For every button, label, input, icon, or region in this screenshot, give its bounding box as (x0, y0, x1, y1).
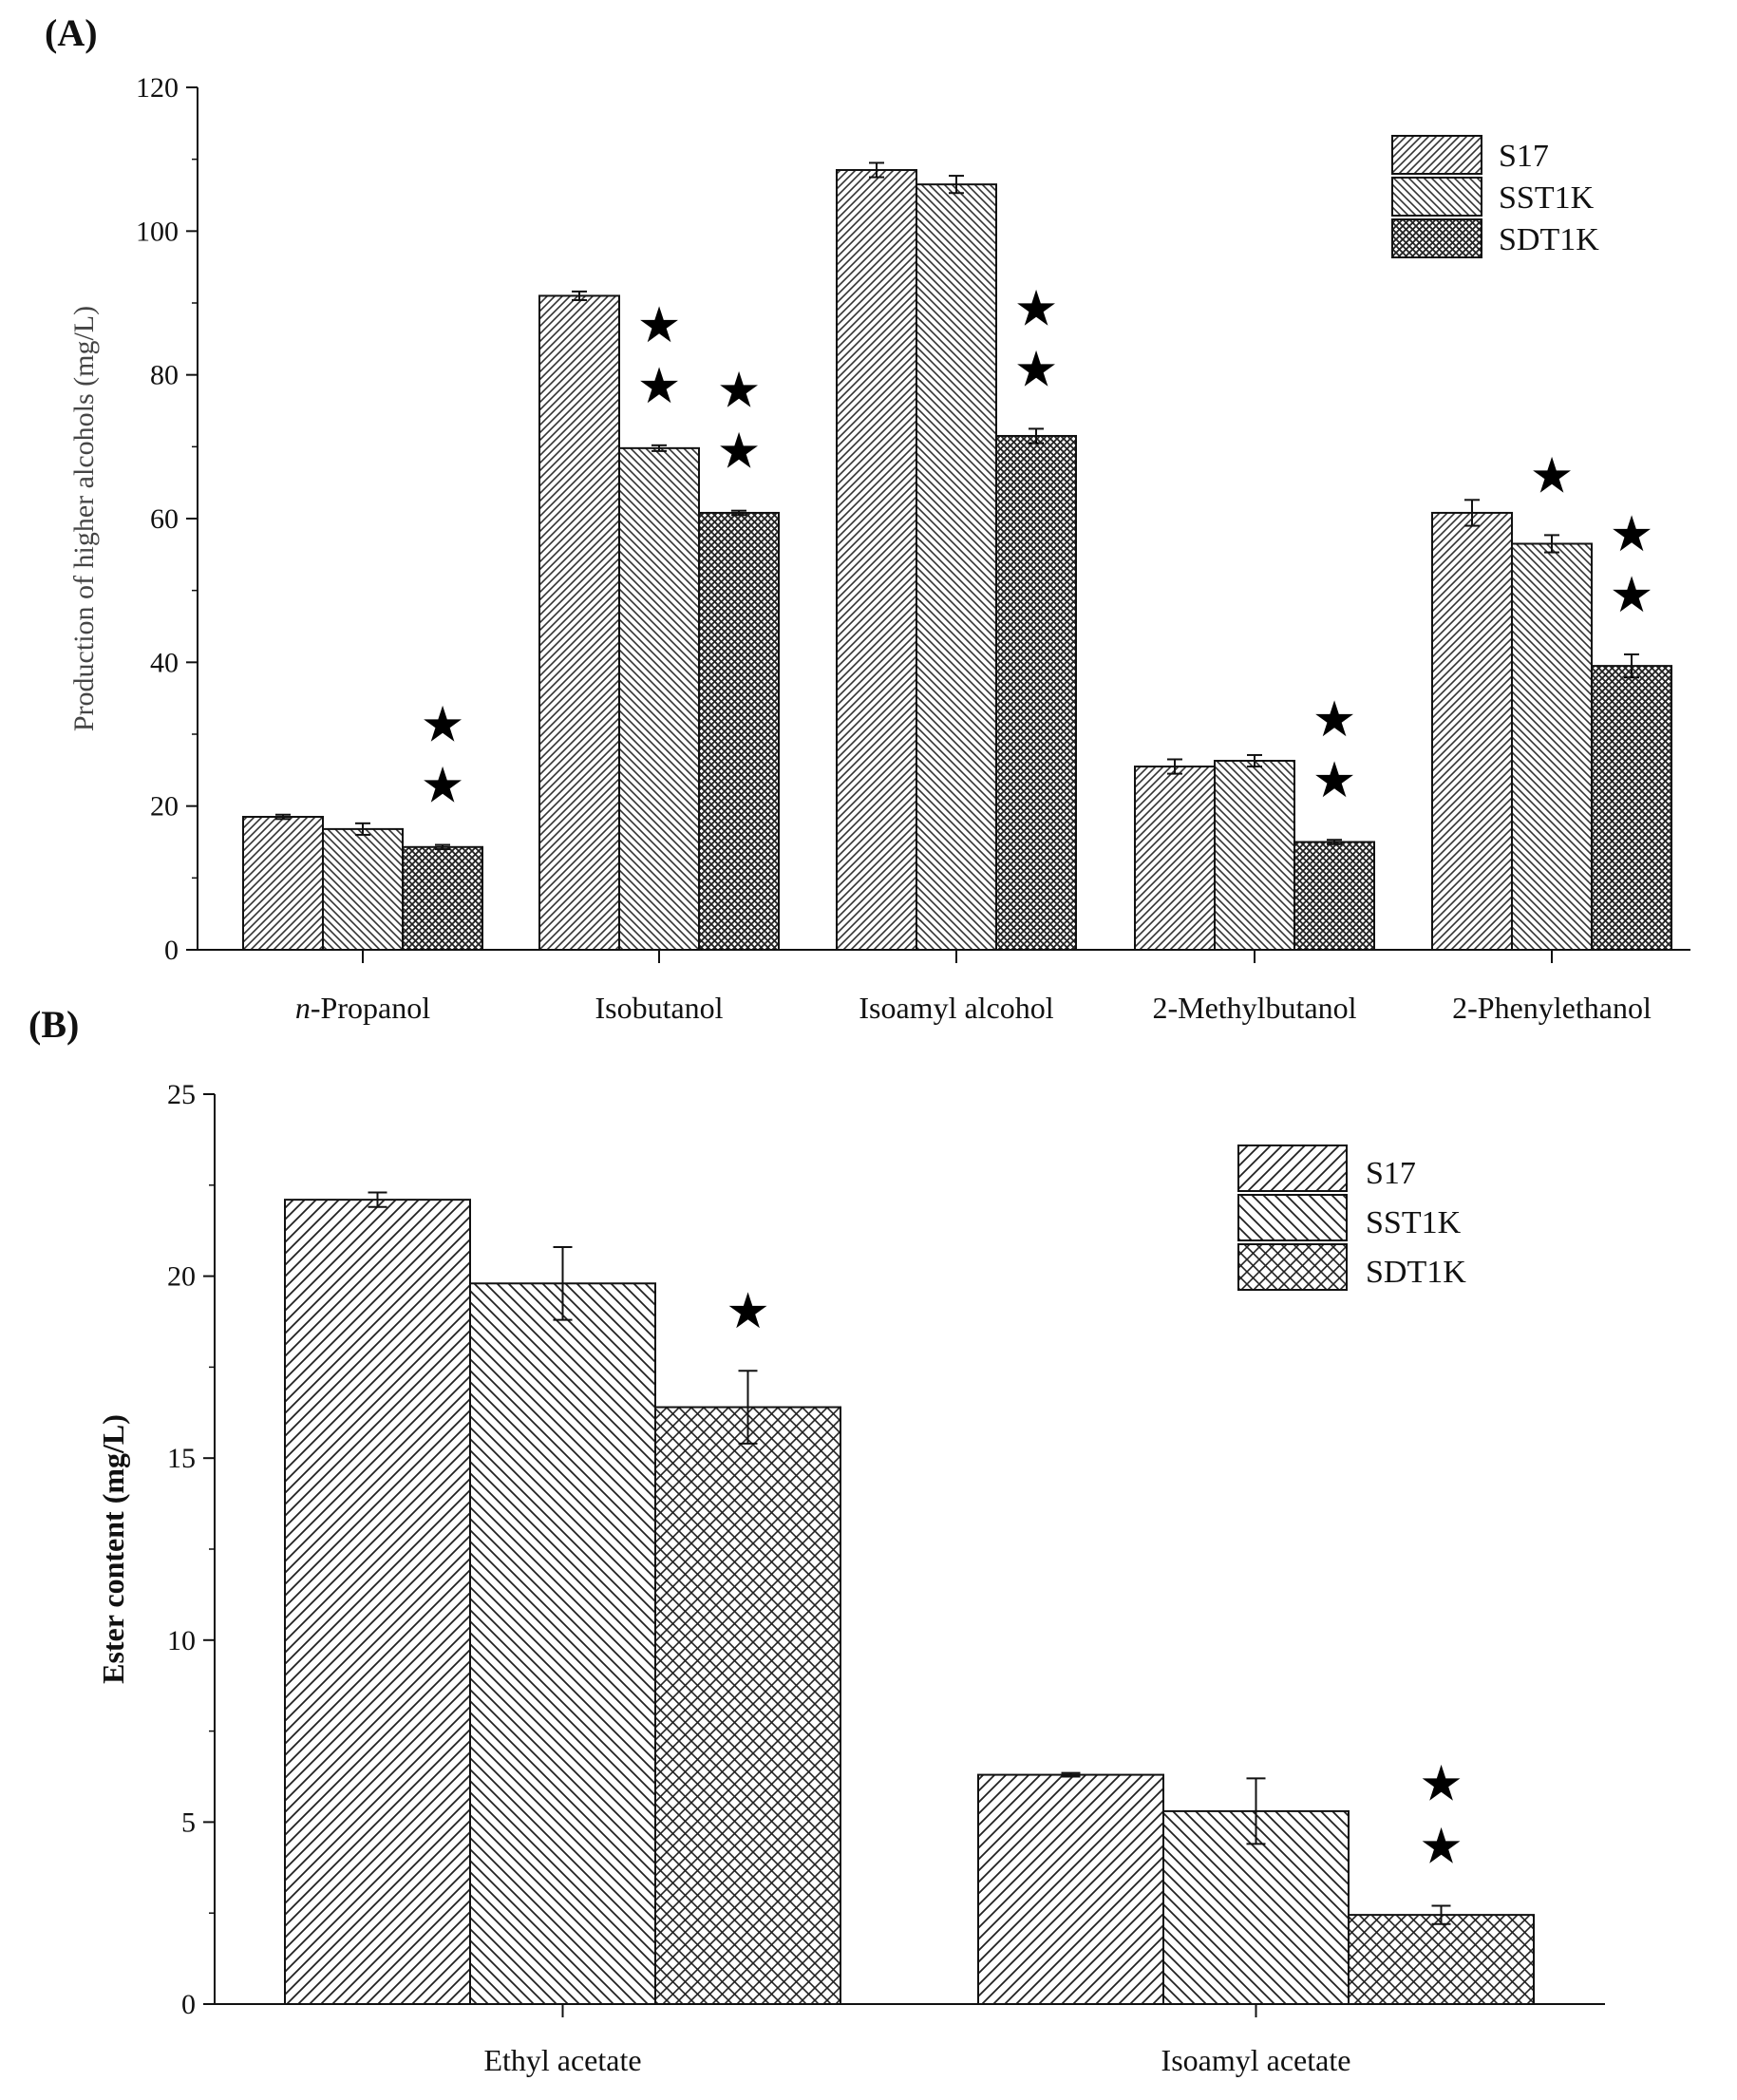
bar (322, 827, 404, 952)
legend: S17 SST1K SDT1K (1391, 135, 1599, 258)
y-tick-label: 20 (167, 1261, 196, 1293)
y-tick-label: 40 (150, 647, 179, 678)
legend-swatch (1237, 1194, 1348, 1241)
significance-star: ★ (637, 297, 682, 354)
legend-swatch (1391, 218, 1482, 258)
x-tick-label-text: Isoamyl alcohol (859, 991, 1053, 1025)
legend-label: SDT1K (1499, 222, 1599, 257)
legend-label: SST1K (1366, 1205, 1462, 1240)
bar (1348, 1914, 1535, 2005)
significance-star: ★ (1610, 506, 1654, 563)
bar (1431, 511, 1513, 951)
x-tick-label: n-Propanol (295, 991, 430, 1025)
legend-swatch (1391, 177, 1482, 217)
bar (916, 183, 997, 951)
legend: S17 SST1K SDT1K (1237, 1145, 1466, 1291)
bar (618, 446, 700, 951)
bar (402, 845, 483, 952)
y-tick-label: 0 (164, 935, 179, 966)
x-tick-label: 2-Methylbutanol (1152, 991, 1356, 1025)
x-tick-label-text: Ethyl acetate (483, 2043, 641, 2077)
bar (995, 434, 1077, 951)
significance-star: ★ (637, 358, 682, 415)
bar (836, 169, 917, 951)
legend-swatch (1391, 135, 1482, 175)
legend-label: SDT1K (1366, 1255, 1466, 1290)
legend-label: S17 (1366, 1156, 1416, 1191)
y-tick-label: 120 (136, 72, 179, 104)
bar (242, 816, 324, 951)
y-tick-label: 15 (167, 1443, 196, 1474)
bar (977, 1773, 1164, 2005)
y-tick-label: 60 (150, 503, 179, 535)
panel-label: (B) (28, 1003, 79, 1046)
x-tick-label: Isobutanol (595, 991, 723, 1025)
bar (1591, 665, 1672, 951)
significance-star: ★ (1419, 1756, 1463, 1813)
bar (469, 1282, 656, 2006)
significance-star: ★ (717, 363, 762, 420)
significance-star: ★ (1419, 1819, 1463, 1876)
x-tick-label: Isoamyl acetate (1161, 2043, 1351, 2077)
panel-label: (A) (45, 11, 98, 54)
y-tick-label: 80 (150, 360, 179, 391)
y-tick-label: 100 (136, 216, 179, 247)
significance-star: ★ (1530, 447, 1575, 504)
y-tick-label: 0 (181, 1989, 196, 2020)
significance-star: ★ (1312, 752, 1357, 809)
significance-star: ★ (717, 424, 762, 481)
legend-label: SST1K (1499, 180, 1595, 216)
y-tick-label: 10 (167, 1625, 196, 1656)
x-tick-label-text: 2-Phenylethanol (1452, 991, 1652, 1025)
significance-star: ★ (421, 697, 465, 754)
x-tick-label: Isoamyl alcohol (859, 991, 1053, 1025)
bar (1214, 759, 1295, 951)
bar (698, 511, 780, 951)
x-tick-label: Ethyl acetate (483, 2043, 641, 2077)
y-axis-label: Production of higher alcohols (mg/L) (68, 306, 100, 731)
significance-star: ★ (1312, 691, 1357, 748)
legend-swatch (1237, 1145, 1348, 1192)
x-tick-label-text: Isoamyl acetate (1161, 2043, 1351, 2077)
y-axis-label: Ester content (mg/L) (96, 1414, 130, 1684)
bar (284, 1199, 471, 2006)
x-tick-label-text: Isobutanol (595, 991, 723, 1025)
bar (1134, 766, 1216, 951)
x-tick-label-text: 2-Methylbutanol (1152, 991, 1356, 1025)
significance-star: ★ (726, 1283, 770, 1340)
significance-star: ★ (421, 758, 465, 815)
y-tick-label: 5 (181, 1807, 196, 1838)
legend-label: S17 (1499, 139, 1549, 174)
legend-swatch (1237, 1243, 1348, 1291)
significance-star: ★ (1610, 567, 1654, 624)
y-tick-label: 20 (150, 791, 179, 823)
y-tick-label: 25 (167, 1079, 196, 1110)
panel-b-chart: (B) 0 5 10 15 20 25 Ester content (mg/L) Ethyl a… (28, 1003, 1605, 2077)
bar (1293, 841, 1375, 951)
panel-a-chart: (A) 0 20 40 60 80 100 120 Production of higher a… (45, 11, 1690, 1025)
significance-star: ★ (1014, 280, 1059, 337)
bar (654, 1406, 841, 2005)
significance-star: ★ (1014, 341, 1059, 398)
bar (538, 294, 620, 951)
x-tick-label: 2-Phenylethanol (1452, 991, 1652, 1025)
bar (1511, 542, 1593, 951)
x-tick-label-text: -Propanol (311, 991, 430, 1025)
x-tick-label-italic: n (295, 991, 311, 1025)
